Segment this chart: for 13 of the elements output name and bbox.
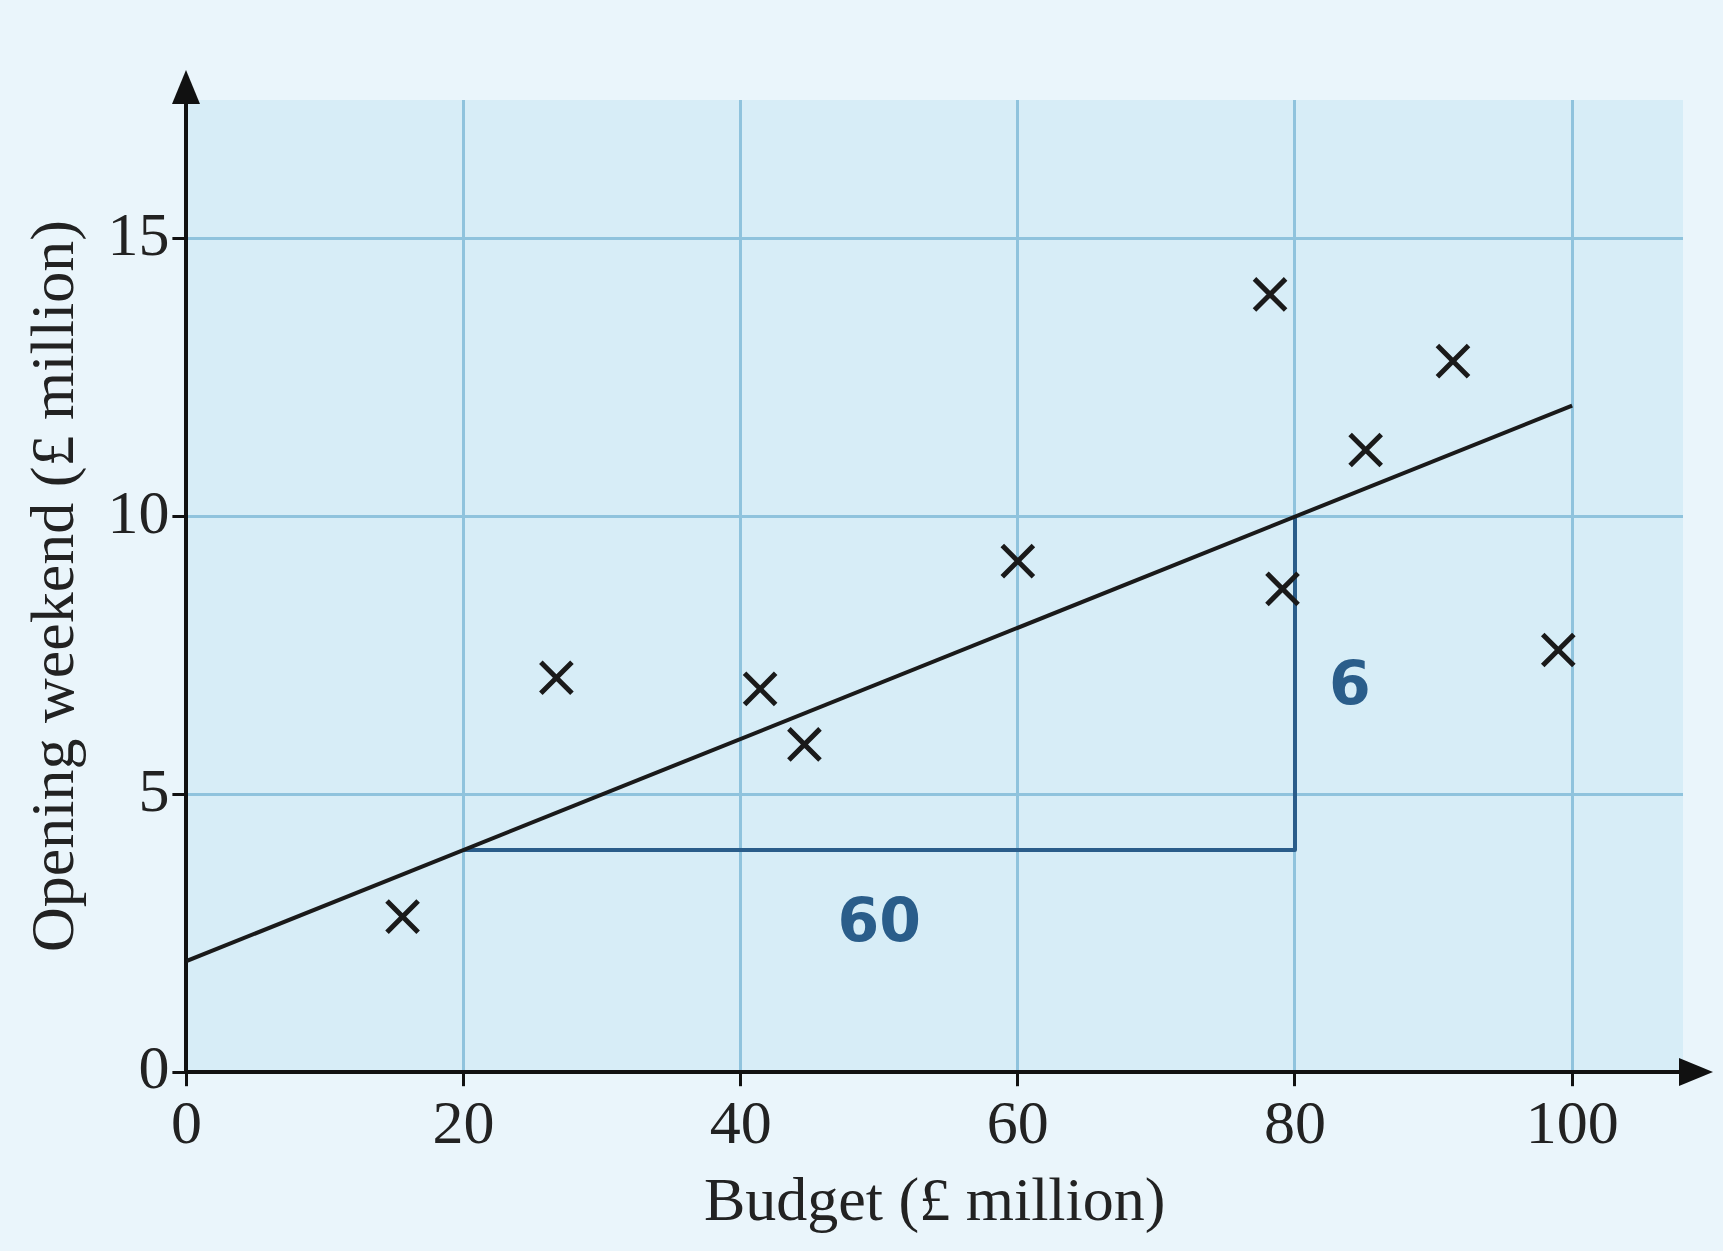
x-tick-label: 40 [709,1087,772,1156]
x-tick-label: 80 [1263,1087,1326,1156]
x-axis-title: Budget (£ million) [703,1165,1166,1235]
y-axis-title: Opening weekend (£ million) [18,220,88,952]
annotation: 6 [1329,648,1371,719]
x-tick-label: 60 [986,1087,1049,1156]
y-tick-label: 0 [138,1033,170,1102]
x-tick-label: 20 [432,1087,495,1156]
annotation: 60 [837,884,922,955]
y-tick-label: 5 [138,755,170,824]
y-tick-label: 10 [107,477,170,546]
y-tick-label: 15 [107,200,170,269]
x-tick-label: 100 [1525,1087,1619,1156]
